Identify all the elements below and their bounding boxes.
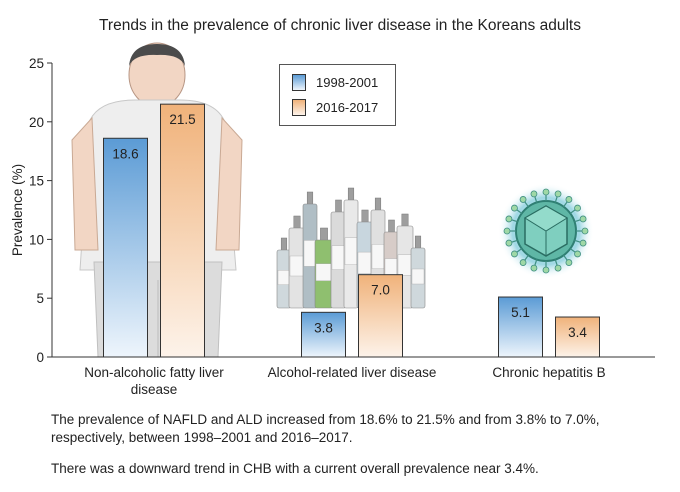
- y-tick-label: 15: [29, 174, 44, 189]
- bottle-label: [315, 263, 333, 281]
- virus-spike-tip: [554, 264, 562, 272]
- virus-spike-tip: [511, 204, 518, 212]
- note-line: The prevalence of NAFLD and ALD increase…: [51, 412, 600, 427]
- virus-spike-tip: [505, 215, 513, 223]
- virus-spike-tip: [574, 204, 581, 212]
- virus-spike-tip: [530, 190, 538, 198]
- x-category-label: Alcohol-related liver disease: [268, 365, 437, 380]
- virus-spike-tip: [554, 190, 562, 198]
- legend-label: 2016-2017: [316, 99, 379, 115]
- virus-spike-tip: [542, 188, 550, 196]
- virus-illustration: [498, 183, 594, 279]
- data-label: 3.8: [314, 320, 333, 335]
- virus-spike-tip: [579, 239, 587, 247]
- bottle-label: [331, 245, 346, 270]
- bar-chart: 0 5 10 15 20 25 Prevalence (%) Non-alcoholic fa…: [10, 42, 655, 397]
- data-label: 21.5: [169, 112, 195, 127]
- data-label: 18.6: [112, 146, 138, 161]
- data-label: 5.1: [511, 305, 530, 320]
- bottle-label: [289, 255, 305, 277]
- legend-label: 1998-2001: [316, 74, 379, 90]
- bar: [498, 296, 543, 358]
- data-label: 7.0: [371, 283, 390, 298]
- bar: [358, 274, 403, 358]
- virus-spike-tip: [503, 227, 511, 235]
- bottle-label: [277, 270, 291, 285]
- virus-spike-tip: [519, 196, 527, 203]
- note-line: There was a downward trend in CHB with a…: [51, 461, 539, 476]
- bottle-label: [344, 237, 358, 266]
- virus-spike-tip: [574, 250, 581, 258]
- note-line: respectively, between 1998–2001 and 2016…: [51, 430, 353, 445]
- virus-spike-tip: [579, 215, 587, 223]
- bar: [555, 316, 600, 358]
- bottle-label: [411, 268, 425, 285]
- bottle-label: [303, 240, 317, 267]
- virus-spike-tip: [519, 259, 527, 266]
- legend-item-1998: 1998-2001: [292, 73, 378, 91]
- y-tick-label: 5: [36, 291, 44, 306]
- y-tick-label: 20: [29, 115, 44, 130]
- x-category-label: disease: [131, 382, 178, 397]
- virus-spike-tip: [505, 239, 513, 247]
- bar: [103, 137, 148, 358]
- data-label: 3.4: [568, 325, 587, 340]
- person-illustration: [71, 42, 243, 358]
- x-category-label: Chronic hepatitis B: [492, 365, 605, 380]
- virus-spike-tip: [581, 227, 589, 235]
- legend-swatch-blue: [292, 73, 306, 91]
- virus-spike-tip: [530, 264, 538, 272]
- virus-spike-tip: [542, 266, 550, 274]
- legend-item-2016: 2016-2017: [292, 98, 378, 116]
- y-tick-label: 10: [29, 232, 44, 247]
- bottle-label: [371, 244, 385, 270]
- y-tick-label: 0: [36, 350, 44, 365]
- virus-spike-tip: [511, 250, 518, 258]
- y-tick-label: 25: [29, 56, 44, 71]
- y-axis-label: Prevalence (%): [10, 164, 25, 256]
- legend-swatch-orange: [292, 98, 306, 116]
- bottle-label: [357, 251, 373, 274]
- chart-title: Trends in the prevalence of chronic live…: [99, 17, 581, 34]
- virus-spike-tip: [565, 196, 573, 203]
- bar: [160, 103, 205, 358]
- bar: [301, 311, 346, 358]
- virus-spike-tip: [565, 259, 573, 266]
- bottle-label: [397, 254, 413, 276]
- x-category-label: Non-alcoholic fatty liver: [84, 365, 224, 380]
- legend: 1998-2001 2016-2017: [279, 64, 396, 126]
